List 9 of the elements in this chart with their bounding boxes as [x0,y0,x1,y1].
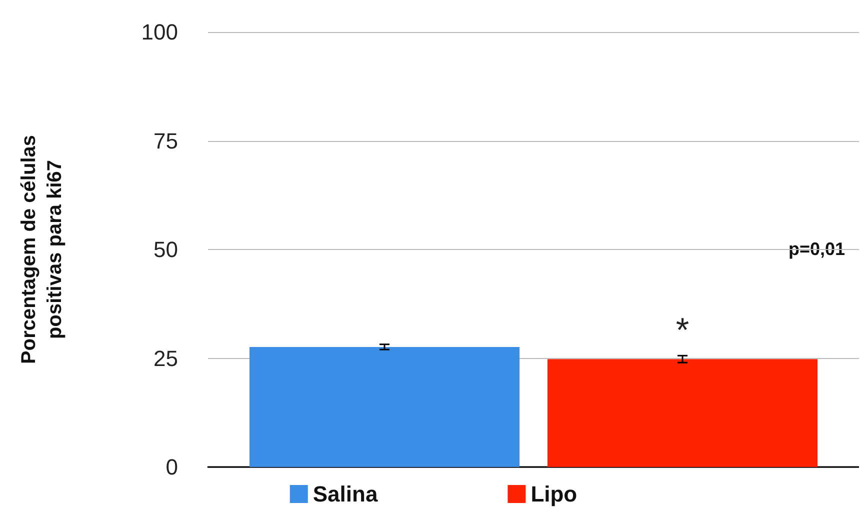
y-tick-label: 25 [154,346,178,371]
y-tick-label: 100 [141,20,178,44]
annotation: * [676,312,690,350]
y-tick-label: 0 [166,454,178,480]
y-tick-label: 75 [154,128,178,154]
legend-label: Salina [312,482,378,506]
y-tick-label: 50 [154,237,178,262]
y-axis-title: Porcentagem de células positivas para ki67 [18,135,66,364]
legend-label: Lipo [530,482,578,506]
